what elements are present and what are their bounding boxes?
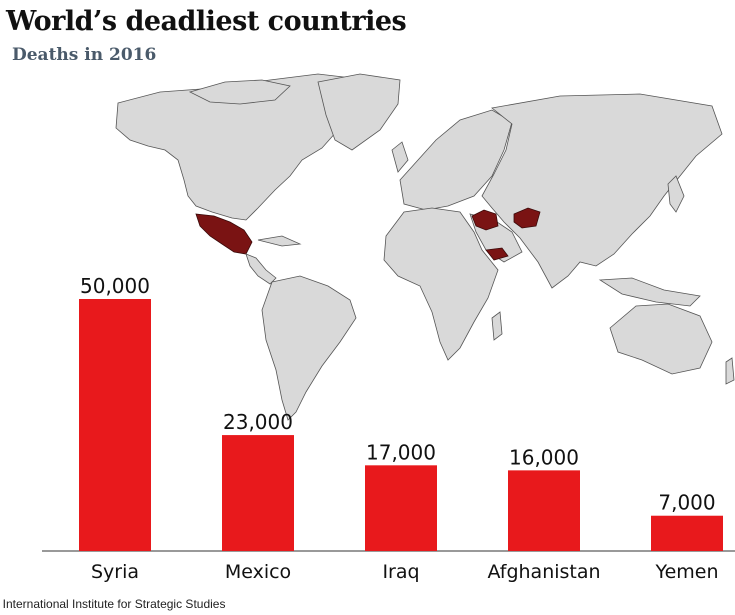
category-label-yemen: Yemen [654,561,718,583]
bars-group: 50,000 Syria 23,000 Mexico 17,000 Iraq 16,000 A… [79,274,723,583]
madagascar-landmass [491,311,503,341]
north-america-landmass [115,73,373,221]
category-label-afghanistan: Afghanistan [487,561,600,583]
australia-landmass [609,303,713,375]
arctic-islands [188,79,291,105]
yemen-shape [485,247,509,261]
syria-iraq-shape [471,209,499,231]
value-label-syria: 50,000 [80,274,150,298]
caribbean-islands [257,235,302,247]
new-zealand-landmass [725,357,735,385]
category-label-mexico: Mexico [225,561,291,583]
bar-syria [79,299,151,551]
uk-landmass [391,141,409,173]
value-label-mexico: 23,000 [223,410,293,434]
africa-landmass [383,207,499,361]
value-label-yemen: 7,000 [658,491,715,515]
category-label-iraq: Iraq [382,561,419,583]
world-map [115,73,735,421]
southeast-asia-islands [598,277,701,307]
source-credit: : International Institute for Strategic … [0,597,226,611]
asia-landmass [481,93,723,289]
chart-subtitle: Deaths in 2016 [12,45,157,65]
value-label-iraq: 17,000 [366,440,436,464]
japan-landmass [667,175,685,213]
value-label-afghanistan: 16,000 [509,445,579,469]
afghanistan-shape [513,207,541,229]
bar-afghanistan [508,470,580,551]
chart-title: World’s deadliest countries [6,6,407,37]
bar-iraq [365,465,437,551]
bar-mexico [222,435,294,551]
central-america-landmass [245,253,277,285]
category-label-syria: Syria [91,561,139,583]
south-america-landmass [261,275,357,421]
greenland-landmass [317,73,401,151]
bar-yemen [651,515,723,551]
